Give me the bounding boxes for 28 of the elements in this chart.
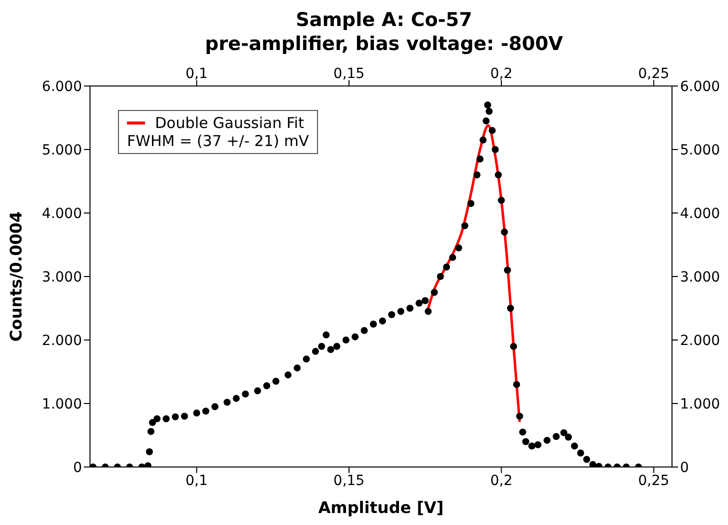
y2-tick-label: 2.000 [680,332,720,349]
x2-tick-label: 0,1 [186,472,208,489]
y-tick-label: 6.000 [42,78,82,95]
y-axis-title: Counts/0.0004 [6,211,26,342]
y2-tick-label: 3.000 [680,269,720,286]
y-tick-label: 4.000 [42,206,82,222]
x2-tick-label: 0,2 [490,472,512,489]
x-tick-label: 0,2 [490,66,512,82]
x2-tick-label: 0,15 [333,472,365,489]
y-tick-label: 5.000 [42,142,82,158]
x-tick-label: 0,25 [638,66,670,82]
annotation: FWHM = (37 +/- 21) mV [127,132,309,150]
x2-tick-label: 0,25 [638,472,670,489]
x-tick-label: 0,1 [186,66,208,82]
y2-tick-label: 1.000 [680,396,720,412]
y2-tick-label: 5.000 [680,142,720,158]
y2-tick-label: 0 [680,460,689,476]
y2-tick-label: 4.000 [680,206,720,222]
legend-label: Double Gaussian Fit [155,114,304,132]
x-tick-label: 0,15 [333,66,365,82]
y2-tick-label: 6.000 [680,78,720,95]
y-tick-label: 2.000 [42,332,82,349]
chart-subtitle: pre-amplifier, bias voltage: -800V [204,32,564,56]
chart-title: Sample A: Co-57 [294,8,474,32]
x-axis-title: Amplitude [V] [318,498,444,517]
y-tick-label: 1.000 [42,396,82,412]
y-tick-label: 0 [73,460,82,476]
y-tick-label: 3.000 [42,269,82,286]
